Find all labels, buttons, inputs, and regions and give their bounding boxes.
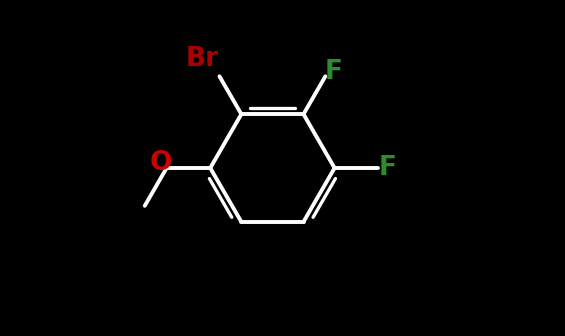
Text: F: F	[325, 59, 343, 85]
Text: F: F	[379, 155, 397, 181]
Text: Br: Br	[185, 46, 219, 72]
Text: O: O	[149, 150, 172, 176]
